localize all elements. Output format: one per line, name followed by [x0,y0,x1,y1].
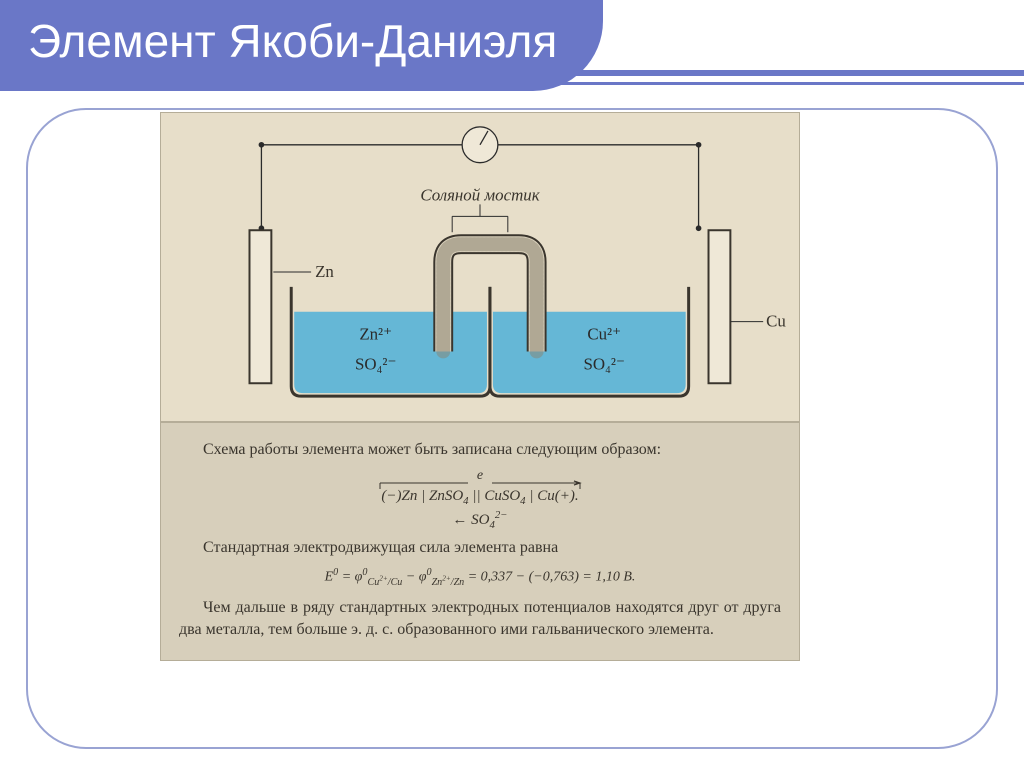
zn-label: Zn [315,262,334,281]
left-ion-top: Zn²⁺ [359,325,392,344]
voltmeter-icon [462,127,498,163]
paragraph-3: Чем дальше в ряду стандартных электродны… [179,597,781,640]
cu-label: Cu [766,312,786,331]
title-bar: Элемент Якоби-Даниэля [0,0,1024,108]
slide: Элемент Якоби-Даниэля Соляной [0,0,1024,767]
so4-arrow: ← SO42− [179,509,781,531]
cell-notation: (−)Zn | ZnSO4 || CuSO4 | Cu(+). [381,488,578,504]
cell-notation-block: e (−)Zn | ZnSO4 || CuSO4 | Cu(+). ← SO42… [179,469,781,531]
cu-electrode: Cu [709,230,787,383]
content: Соляной мостик [160,112,800,661]
salt-bridge-label: Соляной мостик [420,185,539,204]
paragraph-1: Схема работы элемента может быть записан… [179,439,781,461]
paragraph-2: Стандартная электродвижущая сила элемент… [179,537,781,559]
left-ion-bot: SO₄²⁻ [355,354,396,373]
emf-equation: E0 = φ0Cu2+/Cu − φ0Zn2+/Zn = 0,337 − (−0… [179,566,781,589]
galvanic-cell-diagram: Соляной мостик [160,112,800,422]
e-label: e [477,469,483,483]
salt-bridge-callout [452,204,508,232]
right-ion-bot: SO₄²⁻ [583,354,624,373]
slide-title: Элемент Якоби-Даниэля [0,0,603,91]
electron-arrow-icon: e [350,469,610,489]
right-ion-top: Cu²⁺ [587,325,621,344]
text-block: Схема работы элемента может быть записан… [160,422,800,661]
